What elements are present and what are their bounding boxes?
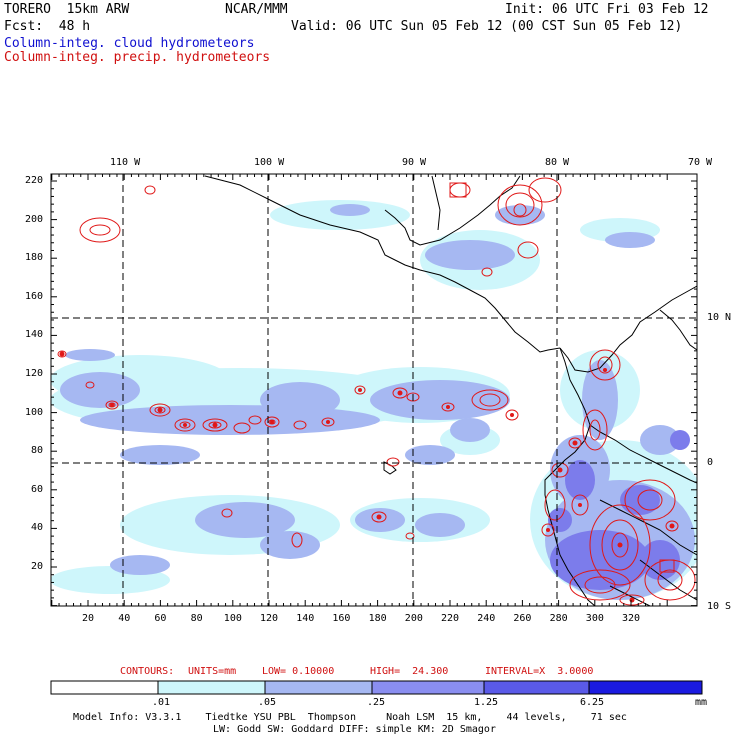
init-time: Init: 06 UTC Fri 03 Feb 12 [505,2,709,17]
colorbar-bin-3 [264,680,373,695]
x-tick-label: 320 [622,613,641,624]
colorbar-label-1: .01 [152,697,171,708]
contour-low: LOW= 0.10000 [262,666,335,677]
y-tick-label: 160 [25,290,44,302]
lon-label-110w: 110 W [110,157,141,168]
model-title: TORERO 15km ARW [4,2,130,17]
x-tick-label: 100 [223,613,242,624]
y-tick-label: 20 [31,561,44,572]
colorbar-bin-6 [588,680,703,695]
contour-interval: INTERVAL=X 3.0000 [485,666,594,677]
colorbar-bin-5 [483,680,590,695]
y-tick-label: 80 [31,445,44,457]
x-tick-label: 160 [332,613,351,624]
colorbar-label-5: 6.25 [580,697,605,708]
contour-label: CONTOURS: [120,666,175,677]
y-tick-label: 100 [25,406,44,418]
colorbar-bin-2 [157,680,266,695]
precip-cores [59,351,675,603]
y-tick-label: 60 [31,483,44,495]
lat-label-10s: 10 S [707,601,732,612]
org-label: NCAR/MMM [225,2,288,17]
x-tick-label: 80 [190,613,203,624]
lon-label-90w: 90 W [402,157,427,168]
lon-label-80w: 80 W [545,157,570,168]
x-tick-label: 200 [404,613,423,624]
x-tick-label: 140 [296,613,315,624]
lon-label-70w: 70 W [688,157,713,168]
axis-ticks [51,174,697,607]
cloud-field [51,200,697,600]
colorbar-label-3: .25 [367,697,386,708]
x-tick-label: 180 [368,613,387,624]
lat-label-10n: 10 N [707,312,732,323]
x-tick-label: 20 [82,613,95,624]
x-tick-label: 260 [513,613,532,624]
x-tick-label: 280 [549,613,568,624]
contour-high: HIGH= 24.300 [370,666,449,677]
lon-label-100w: 100 W [254,157,285,168]
colorbar-bin-4 [371,680,485,695]
colorbar-unit: mm [695,697,708,708]
valid-time: Valid: 06 UTC Sun 05 Feb 12 (00 CST Sun … [291,19,683,34]
contour-units: UNITS=mm [188,666,237,677]
legend-cloud: Column-integ. cloud hydrometeors [4,36,255,51]
x-tick-label: 60 [154,613,167,624]
y-tick-label: 40 [31,522,44,534]
legend-precip: Column-integ. precip. hydrometeors [4,50,271,65]
colorbar [50,680,703,695]
y-tick-label: 180 [25,252,44,264]
y-tick-label: 140 [25,329,44,341]
x-tick-label: 40 [118,613,131,624]
x-tick-label: 220 [441,613,460,624]
y-tick-label: 200 [25,213,44,225]
lat-label-0: 0 [707,457,714,468]
x-tick-label: 120 [260,613,279,624]
precip-contours [57,177,696,606]
colorbar-label-2: .05 [258,697,277,708]
x-tick-label: 240 [477,613,496,624]
y-tick-label: 220 [25,175,44,186]
colorbar-label-4: 1.25 [474,697,499,708]
graticule [51,174,697,606]
model-physics: LW: Godd SW: Goddard DIFF: simple KM: 2D… [213,724,496,735]
forecast-hour: Fcst: 48 h [4,19,91,34]
model-info: Model Info: V3.3.1 Tiedtke YSU PBL Thomp… [73,712,627,723]
coastlines [204,175,697,606]
x-tick-label: 300 [585,613,604,624]
colorbar-bin-1 [50,680,159,695]
plot-frame [50,173,698,607]
y-tick-label: 120 [25,368,44,379]
